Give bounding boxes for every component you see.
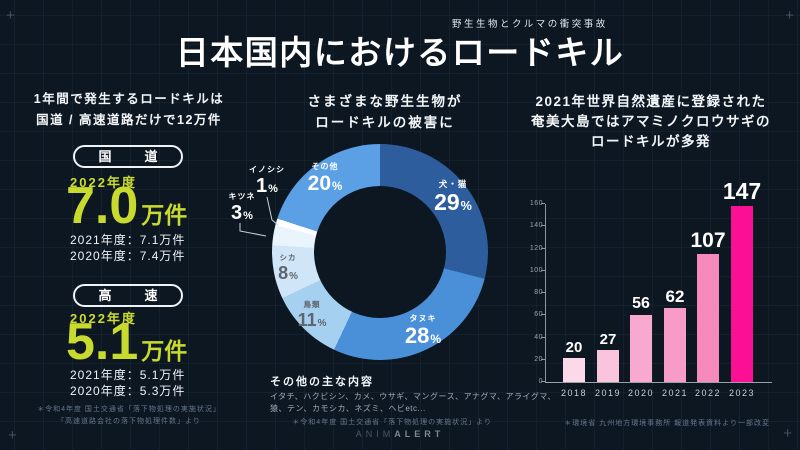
y-axis-tick-label: 120 [529, 244, 543, 252]
national-road-badge: 国 道 [73, 145, 183, 168]
highway-badge: 高 速 [73, 284, 183, 307]
bar-year-2021: 2021 [661, 388, 689, 398]
left-intro-line2: 国道 / 高速道路だけで12万件 [36, 113, 222, 127]
animalert-logo: ANIMALERT [0, 429, 800, 439]
bar-group-2023: 147 2023 [723, 179, 761, 398]
bar-group-2018: 20 2018 [561, 339, 586, 398]
bar-group-2019: 27 2019 [595, 330, 620, 398]
header-subtitle: 野生生物とクルマの衝突事故 [452, 19, 608, 30]
highway-unit: 万件 [141, 338, 188, 364]
y-axis-tick-mark [541, 358, 545, 360]
bar-2020 [630, 314, 652, 382]
donut-label-boar: イノシシ 1% [249, 165, 285, 197]
bar-group-2020: 56 2020 [628, 294, 653, 398]
y-axis-tick-label: 40 [534, 333, 543, 341]
y-axis-tick-label: 60 [534, 311, 543, 319]
donut-label-others: その他 20% [307, 162, 343, 195]
bar-2022 [697, 253, 719, 382]
donut-heading-line2: ロードキルの被害に [315, 115, 455, 130]
y-axis-tick-label: 160 [529, 200, 543, 207]
y-axis-tick-mark [541, 336, 545, 338]
bar-value-2022: 107 [690, 228, 726, 252]
bar-year-2020: 2020 [627, 388, 655, 398]
bar-heading-line2: 奄美大島ではアマミノクロウサギの [531, 114, 771, 129]
national-road-big-number: 7.0 万件 [66, 180, 188, 242]
y-axis-tick-label: 140 [529, 222, 543, 230]
bar-group-2022: 107 2022 [690, 230, 725, 398]
y-axis-tick-mark [541, 314, 545, 316]
national-road-year-label: 2022年度 [70, 175, 137, 190]
bar-year-2022: 2022 [694, 388, 722, 398]
highway-value: 5.1 [66, 313, 139, 371]
page-title: 日本国内におけるロードキル [175, 34, 625, 71]
bar-year-2023: 2023 [728, 388, 756, 398]
left-source-note-line2: 「高速道路会社の落下物処理件数」より [57, 418, 201, 425]
logo-bold-part: ALERT [394, 429, 445, 439]
national-road-history-2020: 2020年度：7.4万件 [70, 249, 186, 263]
y-axis-tick-mark [541, 381, 545, 382]
highway-big-number: 5.1 万件 [66, 316, 188, 378]
donut-label-tanuki: タヌキ 28% [404, 314, 442, 348]
logo-thin-part: ANIM [355, 429, 395, 439]
others-detail-line2: 猿、テン、カモシカ、ネズミ、ヘビetc... [270, 404, 426, 413]
corner-mark-icon: + [6, 7, 15, 24]
center-source-note: ＊令和4年度 国土交通省「落下物処理の実施状況」より [292, 419, 492, 426]
left-intro-line1: 1年間で発生するロードキルは [33, 92, 225, 106]
national-road-value: 7.0 [66, 177, 139, 235]
corner-mark-icon: + [783, 425, 792, 442]
donut-label-birds: 鳥類 11% [297, 300, 327, 330]
highway-year-label: 2022年度 [70, 311, 137, 326]
national-road-unit: 万件 [141, 202, 188, 228]
bar-year-2018: 2018 [560, 388, 588, 398]
highway-history-2021: 2021年度：5.1万件 [70, 368, 186, 382]
bar-chart: 0 20 40 60 80 100 120 140 160 20 2018 27 2019 56… [530, 179, 772, 398]
bar-value-2018: 20 [565, 339, 583, 356]
donut-label-dog-cat: 犬・猫 29% [434, 179, 472, 215]
bar-value-2020: 56 [632, 294, 650, 312]
corner-mark-icon: + [8, 427, 17, 444]
donut-label-deer: シカ 8% [278, 253, 298, 283]
left-source-note-line1: ＊令和4年度 国土交通省「落下物処理の実施状況」 [37, 406, 221, 413]
bar-year-2019: 2019 [594, 388, 622, 398]
bar-heading-line3: ロードキルが多発 [591, 134, 711, 149]
y-axis-tick-label: 0 [539, 378, 543, 385]
national-road-history-2021: 2021年度：7.1万件 [70, 233, 186, 247]
y-axis-tick-mark [541, 292, 545, 293]
highway-history-2020: 2020年度：5.3万件 [70, 384, 186, 398]
donut-heading-line1: さまざまな野生生物が [307, 94, 463, 109]
y-axis-tick-mark [541, 247, 545, 249]
bar-2019 [597, 349, 619, 382]
bar-value-2019: 27 [599, 330, 617, 348]
y-axis-tick-label: 20 [534, 355, 543, 363]
y-axis-tick-mark [541, 269, 545, 271]
bar-value-2023: 147 [722, 177, 762, 204]
corner-mark-icon: + [785, 7, 794, 24]
donut-label-fox: キツネ 3% [228, 192, 256, 224]
y-axis-tick-label: 80 [534, 289, 543, 296]
y-axis-tick-label: 100 [529, 266, 543, 274]
right-source-note: ＊環境省 九州地方環境事務所 報道発表資料より一部改変 [564, 420, 770, 427]
donut-chart [272, 144, 488, 360]
y-axis-tick-mark [541, 203, 545, 204]
bar-heading-line1: 2021年世界自然遺産に登録された [535, 94, 767, 109]
bar-2023 [731, 205, 753, 382]
bar-2018 [563, 358, 585, 382]
donut-hole [314, 186, 446, 318]
others-detail-heading: その他の主な内容 [270, 376, 374, 388]
others-detail-line1: イタチ、ハクビシン、カメ、ウサギ、マングース、アナグマ、アライグマ、 [270, 392, 556, 401]
bar-value-2021: 62 [665, 286, 685, 306]
y-axis-tick-mark [541, 225, 545, 227]
bar-2021 [664, 307, 686, 382]
bar-group-2021: 62 2021 [662, 286, 687, 398]
